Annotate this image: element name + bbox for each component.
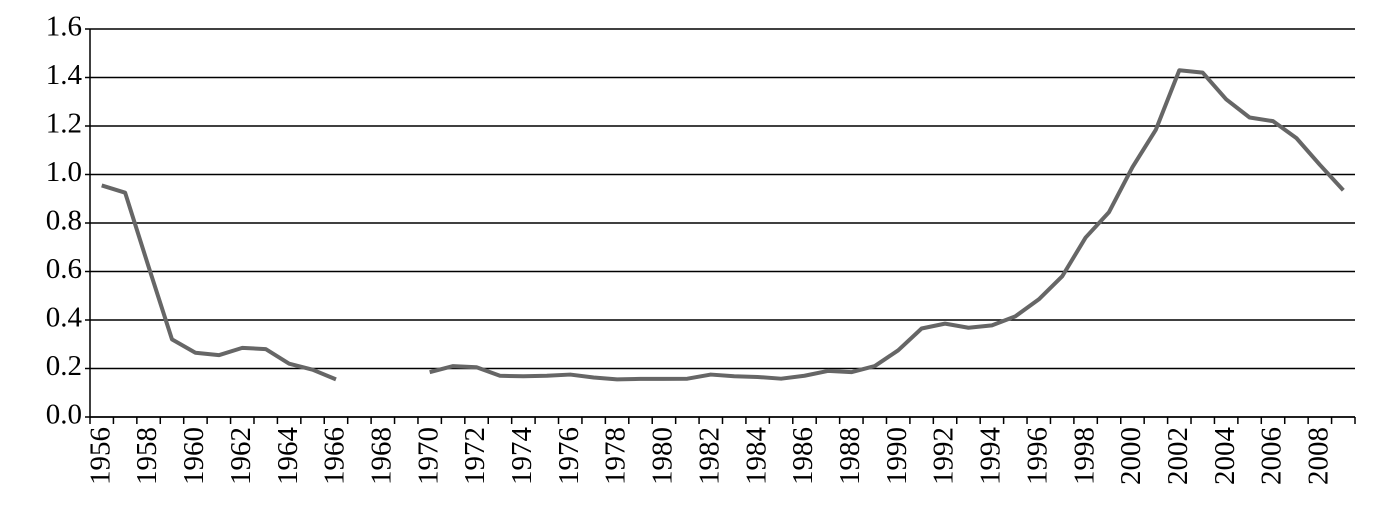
- y-tick-label: 1.2: [46, 108, 82, 140]
- x-tick-label: 1984: [740, 427, 772, 486]
- x-tick-label: 1974: [506, 427, 538, 486]
- y-tick-label: 1.6: [46, 11, 82, 43]
- x-tick-label: 1976: [553, 427, 585, 485]
- x-tick-label: 1964: [272, 427, 304, 486]
- x-tick-label: 1994: [975, 427, 1007, 486]
- x-tick-label: 2002: [1162, 427, 1194, 485]
- x-tick-label: 1988: [834, 427, 866, 485]
- x-tick-label: 1972: [459, 427, 491, 485]
- x-tick-label: 1978: [600, 427, 632, 485]
- y-tick-label: 1.4: [46, 59, 83, 91]
- x-tick-label: 1992: [928, 427, 960, 485]
- x-tick-label: 1958: [131, 427, 163, 485]
- y-tick-label: 1.0: [46, 156, 82, 188]
- x-tick-label: 1996: [1021, 427, 1053, 485]
- x-tick-label: 1998: [1068, 427, 1100, 485]
- y-tick-label: 0.8: [46, 205, 82, 237]
- x-tick-label: 2008: [1303, 427, 1335, 485]
- x-tick-label: 2004: [1209, 427, 1241, 486]
- y-tick-label: 0.0: [46, 399, 82, 431]
- y-tick-label: 0.2: [46, 350, 82, 382]
- x-tick-label: 1962: [225, 427, 257, 485]
- x-tick-label: 1956: [84, 427, 116, 485]
- x-tick-label: 2000: [1115, 427, 1147, 485]
- x-tick-label: 2006: [1256, 427, 1288, 485]
- x-tick-label: 1980: [647, 427, 679, 485]
- x-tick-label: 1970: [412, 427, 444, 485]
- y-tick-label: 0.6: [46, 253, 82, 285]
- x-tick-label: 1960: [178, 427, 210, 485]
- x-tick-label: 1968: [365, 427, 397, 485]
- x-tick-label: 1966: [319, 427, 351, 485]
- x-tick-label: 1986: [787, 427, 819, 485]
- y-tick-label: 0.4: [46, 302, 83, 334]
- data-line: [101, 68, 1345, 382]
- x-tick-label: 1982: [693, 427, 725, 485]
- x-tick-label: 1990: [881, 427, 913, 485]
